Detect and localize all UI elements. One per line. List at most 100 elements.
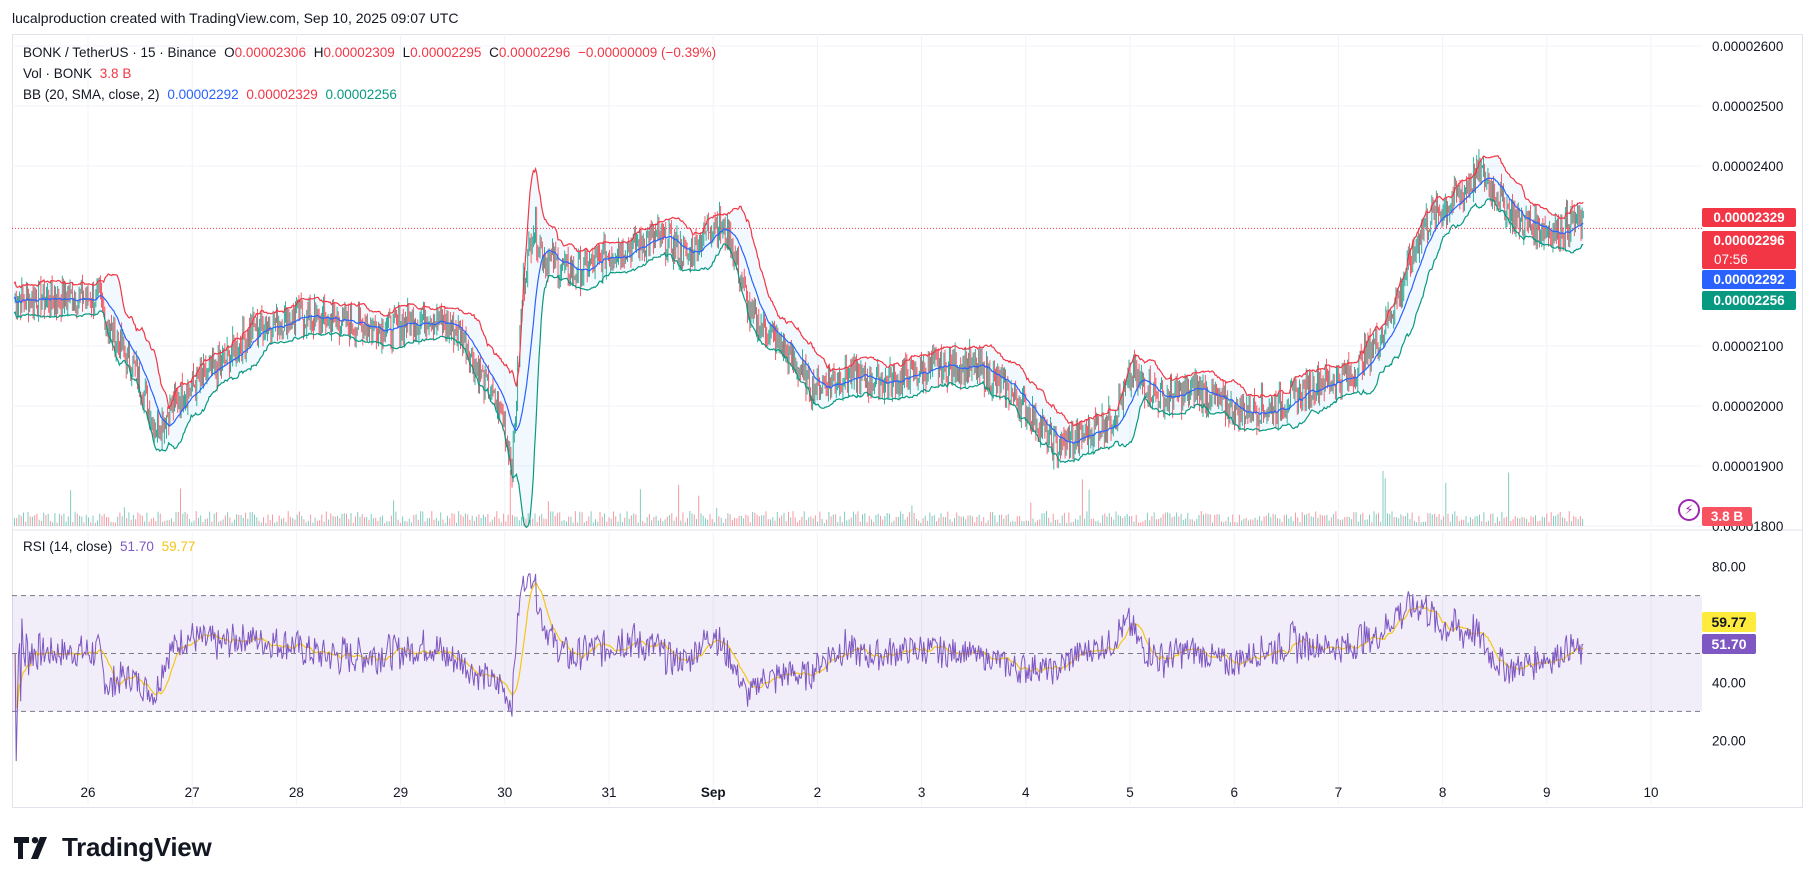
- rsi-line: [14, 573, 1584, 762]
- volume-bar: [186, 513, 188, 526]
- volume-bar: [1059, 522, 1061, 526]
- volume-bar: [267, 514, 269, 526]
- close-label: C: [489, 45, 499, 60]
- volume-bar: [857, 511, 859, 526]
- volume-bar: [624, 517, 626, 526]
- volume-bar: [987, 520, 989, 526]
- volume-bar: [1046, 511, 1047, 526]
- volume-bar: [292, 518, 294, 526]
- volume-bar: [1272, 513, 1274, 526]
- volume-bar: [254, 514, 255, 526]
- volume-bar: [202, 522, 204, 526]
- volume-bar: [927, 520, 929, 526]
- volume-bar: [1402, 516, 1404, 526]
- volume-bar: [1470, 517, 1471, 526]
- volume-bar: [765, 511, 767, 526]
- volume-bar: [162, 521, 164, 526]
- volume-bar: [974, 522, 976, 526]
- volume-bar: [1487, 520, 1489, 526]
- volume-bar: [399, 522, 401, 526]
- volume-bar: [45, 515, 47, 526]
- volume-bar: [195, 511, 197, 526]
- volume-bar: [1010, 522, 1012, 526]
- price-axis-label: 0.00001900: [1712, 459, 1783, 474]
- rsi-label[interactable]: RSI (14, close): [23, 539, 113, 554]
- volume-bar: [330, 513, 332, 526]
- volume-bar: [251, 511, 253, 526]
- volume-label[interactable]: Vol · BONK: [23, 66, 93, 81]
- volume-bar: [1429, 513, 1431, 526]
- volume-bar: [1481, 521, 1483, 526]
- volume-bar: [359, 517, 361, 526]
- tradingview-logo[interactable]: TradingView: [14, 832, 212, 863]
- volume-bar: [588, 516, 590, 526]
- volume-bar: [1252, 519, 1254, 526]
- bb-label[interactable]: BB (20, SMA, close, 2): [23, 87, 160, 102]
- volume-bar: [276, 521, 278, 526]
- volume-bar: [81, 516, 83, 526]
- volume-bar: [1117, 515, 1119, 526]
- volume-bar: [1400, 514, 1402, 526]
- volume-legend[interactable]: Vol · BONK 3.8 B: [23, 66, 135, 81]
- lightning-icon[interactable]: ⚡: [1678, 499, 1700, 521]
- volume-bar: [1245, 517, 1247, 526]
- volume-bar: [1389, 514, 1391, 526]
- volume-bar: [592, 522, 594, 526]
- volume-bar: [395, 511, 397, 526]
- volume-bar: [128, 512, 130, 526]
- volume-bar: [155, 521, 157, 526]
- volume-bar: [1081, 479, 1083, 526]
- volume-bar: [1393, 517, 1395, 526]
- volume-bar: [698, 495, 700, 526]
- volume-bar: [805, 519, 807, 526]
- volume-bar: [1503, 517, 1505, 526]
- volume-bar: [1541, 516, 1543, 526]
- volume-bar: [1375, 514, 1377, 526]
- volume-bar: [1508, 472, 1510, 526]
- symbol-name[interactable]: BONK / TetherUS · 15 · Binance: [23, 45, 217, 60]
- volume-bar: [844, 511, 846, 526]
- volume-bar: [1449, 521, 1451, 526]
- volume-bar: [1007, 514, 1009, 526]
- volume-bar: [88, 517, 89, 526]
- volume-bar: [738, 515, 740, 526]
- volume-bar: [377, 521, 379, 526]
- volume-bar: [146, 512, 148, 526]
- volume-bar: [63, 513, 65, 526]
- volume-bar: [298, 511, 300, 526]
- volume-bar: [242, 517, 244, 526]
- volume-bar: [79, 515, 81, 526]
- volume-bar: [1270, 517, 1272, 526]
- volume-bar: [886, 513, 888, 526]
- volume-bar: [1548, 522, 1550, 526]
- volume-bar: [332, 516, 334, 526]
- volume-bar: [956, 512, 958, 526]
- high-label: H: [313, 45, 324, 60]
- rsi-legend[interactable]: RSI (14, close) 51.70 59.77: [23, 539, 199, 554]
- volume-bar: [1234, 521, 1236, 526]
- volume-bar: [518, 520, 520, 526]
- volume-bar: [619, 513, 621, 526]
- time-axis-label: 9: [1543, 785, 1551, 800]
- volume-bar: [420, 511, 422, 526]
- volume-bar: [803, 511, 805, 526]
- volume-bar: [1113, 519, 1115, 526]
- volume-bar: [1476, 516, 1478, 526]
- volume-bar: [1250, 519, 1252, 526]
- volume-bar: [233, 519, 235, 526]
- bb-legend[interactable]: BB (20, SMA, close, 2) 0.00002292 0.0000…: [23, 87, 401, 102]
- volume-bar: [814, 515, 816, 526]
- volume-bar: [606, 521, 608, 526]
- volume-bar: [438, 521, 439, 526]
- volume-bar: [536, 521, 538, 526]
- volume-bar: [700, 513, 702, 526]
- volume-bar: [263, 517, 264, 526]
- volume-bar: [862, 514, 863, 526]
- volume-bar: [646, 517, 648, 526]
- volume-bar: [835, 514, 837, 526]
- volume-bar: [61, 515, 63, 526]
- volume-bar: [655, 515, 657, 526]
- symbol-legend[interactable]: BONK / TetherUS · 15 · Binance O0.000023…: [23, 45, 720, 60]
- bb-lower-price-tag: 0.00002256: [1702, 291, 1796, 310]
